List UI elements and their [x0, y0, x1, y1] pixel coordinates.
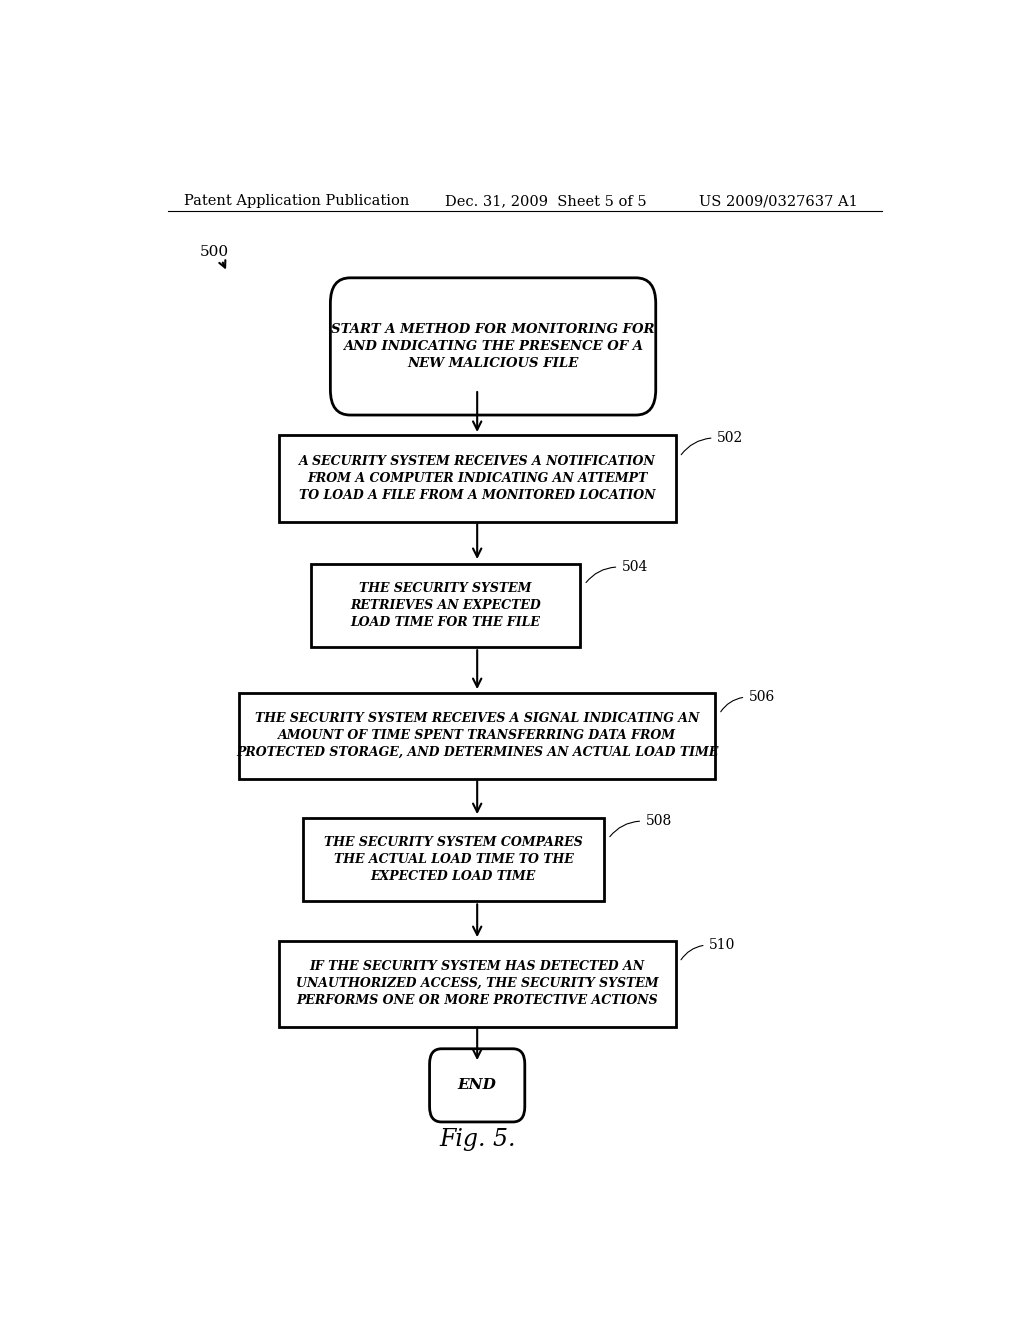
Text: END: END [458, 1078, 497, 1093]
Text: THE SECURITY SYSTEM COMPARES
THE ACTUAL LOAD TIME TO THE
EXPECTED LOAD TIME: THE SECURITY SYSTEM COMPARES THE ACTUAL … [324, 836, 583, 883]
Text: A SECURITY SYSTEM RECEIVES A NOTIFICATION
FROM A COMPUTER INDICATING AN ATTEMPT
: A SECURITY SYSTEM RECEIVES A NOTIFICATIO… [299, 455, 655, 502]
Text: 500: 500 [200, 246, 228, 259]
FancyBboxPatch shape [310, 564, 581, 647]
FancyBboxPatch shape [430, 1049, 524, 1122]
FancyBboxPatch shape [279, 941, 676, 1027]
Text: Dec. 31, 2009  Sheet 5 of 5: Dec. 31, 2009 Sheet 5 of 5 [445, 194, 647, 209]
Text: IF THE SECURITY SYSTEM HAS DETECTED AN
UNAUTHORIZED ACCESS, THE SECURITY SYSTEM
: IF THE SECURITY SYSTEM HAS DETECTED AN U… [296, 960, 658, 1007]
Text: 504: 504 [622, 560, 648, 574]
Text: US 2009/0327637 A1: US 2009/0327637 A1 [699, 194, 858, 209]
FancyBboxPatch shape [303, 818, 604, 902]
Text: Patent Application Publication: Patent Application Publication [183, 194, 409, 209]
Text: 502: 502 [717, 430, 743, 445]
Text: 510: 510 [709, 939, 735, 952]
FancyBboxPatch shape [279, 436, 676, 521]
Text: 506: 506 [749, 690, 775, 704]
Text: 508: 508 [645, 814, 672, 828]
FancyBboxPatch shape [240, 693, 715, 779]
Text: THE SECURITY SYSTEM RECEIVES A SIGNAL INDICATING AN
AMOUNT OF TIME SPENT TRANSFE: THE SECURITY SYSTEM RECEIVES A SIGNAL IN… [236, 713, 719, 759]
Text: Fig. 5.: Fig. 5. [439, 1127, 515, 1151]
Text: THE SECURITY SYSTEM
RETRIEVES AN EXPECTED
LOAD TIME FOR THE FILE: THE SECURITY SYSTEM RETRIEVES AN EXPECTE… [350, 582, 541, 630]
FancyBboxPatch shape [331, 277, 655, 414]
Text: START A METHOD FOR MONITORING FOR
AND INDICATING THE PRESENCE OF A
NEW MALICIOUS: START A METHOD FOR MONITORING FOR AND IN… [332, 323, 654, 370]
